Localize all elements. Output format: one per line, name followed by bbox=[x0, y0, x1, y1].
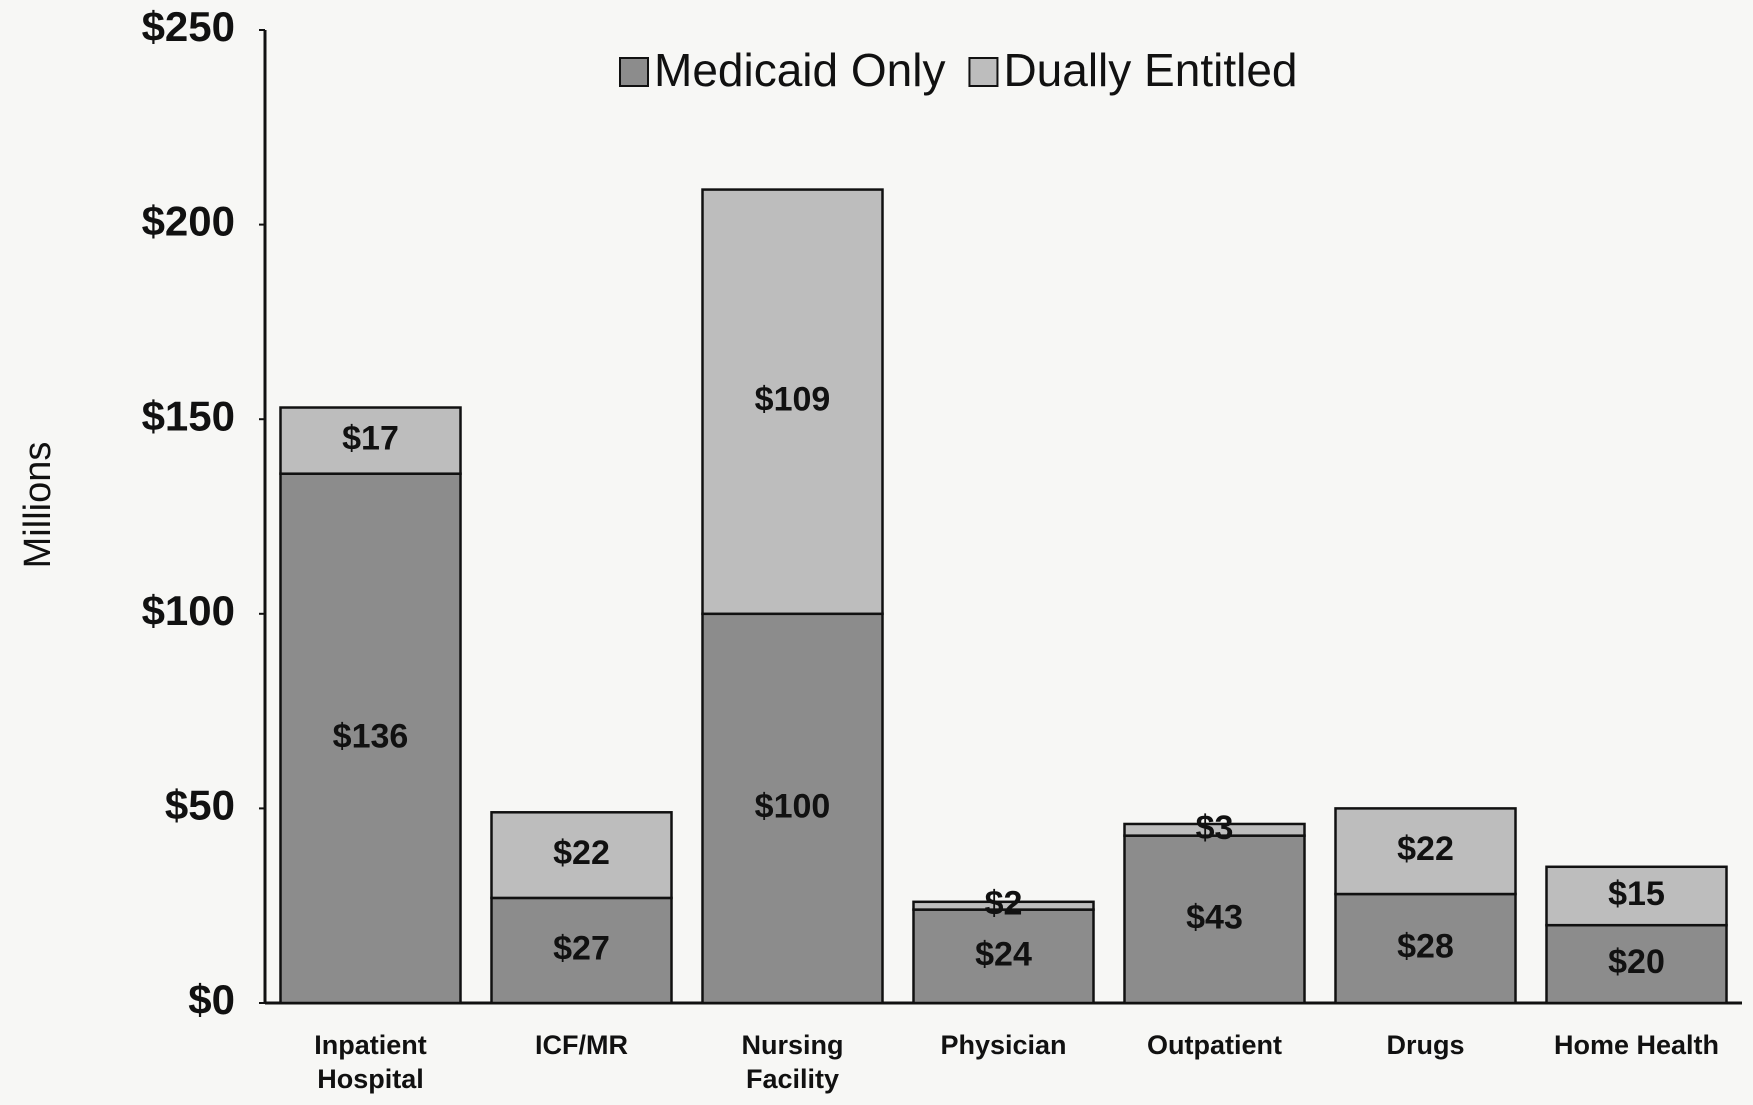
value-label: $15 bbox=[1608, 875, 1665, 913]
bar-segment bbox=[912, 900, 1095, 911]
value-label: $22 bbox=[1397, 830, 1454, 868]
y-tick-label: $250 bbox=[142, 3, 235, 50]
value-label: $24 bbox=[975, 935, 1032, 973]
y-tick-label: $50 bbox=[165, 781, 235, 828]
bar-segment bbox=[490, 811, 673, 900]
y-tick-label: $200 bbox=[142, 198, 235, 245]
bar-segment bbox=[490, 896, 673, 1005]
bar-segment bbox=[1334, 807, 1517, 896]
x-tick-label: Home Health bbox=[1553, 1030, 1720, 1060]
legend-swatch bbox=[619, 57, 649, 87]
bar-segment bbox=[1123, 834, 1306, 1005]
value-label: $27 bbox=[553, 929, 610, 967]
x-tick-label: Outpatient bbox=[1147, 1030, 1282, 1060]
bar-segment bbox=[1334, 892, 1517, 1005]
x-tick-label: Physician bbox=[940, 1030, 1067, 1060]
legend-label: Medicaid Only bbox=[654, 44, 945, 96]
legend-label: Dually Entitled bbox=[1003, 44, 1297, 96]
bar-segment bbox=[1545, 865, 1728, 927]
value-label: $109 bbox=[755, 381, 831, 419]
value-label: $100 bbox=[755, 787, 831, 825]
bar-segment bbox=[279, 406, 462, 475]
x-tick-label: Nursing Facility bbox=[741, 1030, 844, 1094]
x-tick-label: ICF/MR bbox=[535, 1030, 628, 1060]
bar-segment bbox=[1545, 923, 1728, 1005]
value-label: $136 bbox=[333, 717, 409, 755]
value-label: $2 bbox=[985, 885, 1023, 923]
bar-segment bbox=[701, 188, 884, 616]
bar-segment bbox=[279, 472, 462, 1005]
bar-segment bbox=[701, 612, 884, 1005]
legend-swatch bbox=[968, 57, 999, 87]
x-tick-label: Inpatient Hospital bbox=[314, 1030, 427, 1094]
bar-segment bbox=[1123, 822, 1306, 837]
value-label: $22 bbox=[553, 834, 610, 872]
x-tick-label: Drugs bbox=[1386, 1030, 1465, 1060]
value-label: $17 bbox=[342, 420, 399, 458]
value-label: $43 bbox=[1186, 898, 1243, 936]
y-axis-label: Millions bbox=[17, 442, 59, 569]
value-label: $28 bbox=[1397, 927, 1454, 965]
y-tick-label: $150 bbox=[142, 392, 235, 439]
value-label: $3 bbox=[1196, 809, 1234, 847]
y-tick-label: $100 bbox=[142, 587, 235, 634]
value-label: $20 bbox=[1608, 943, 1665, 981]
y-tick-label: $0 bbox=[188, 976, 235, 1023]
